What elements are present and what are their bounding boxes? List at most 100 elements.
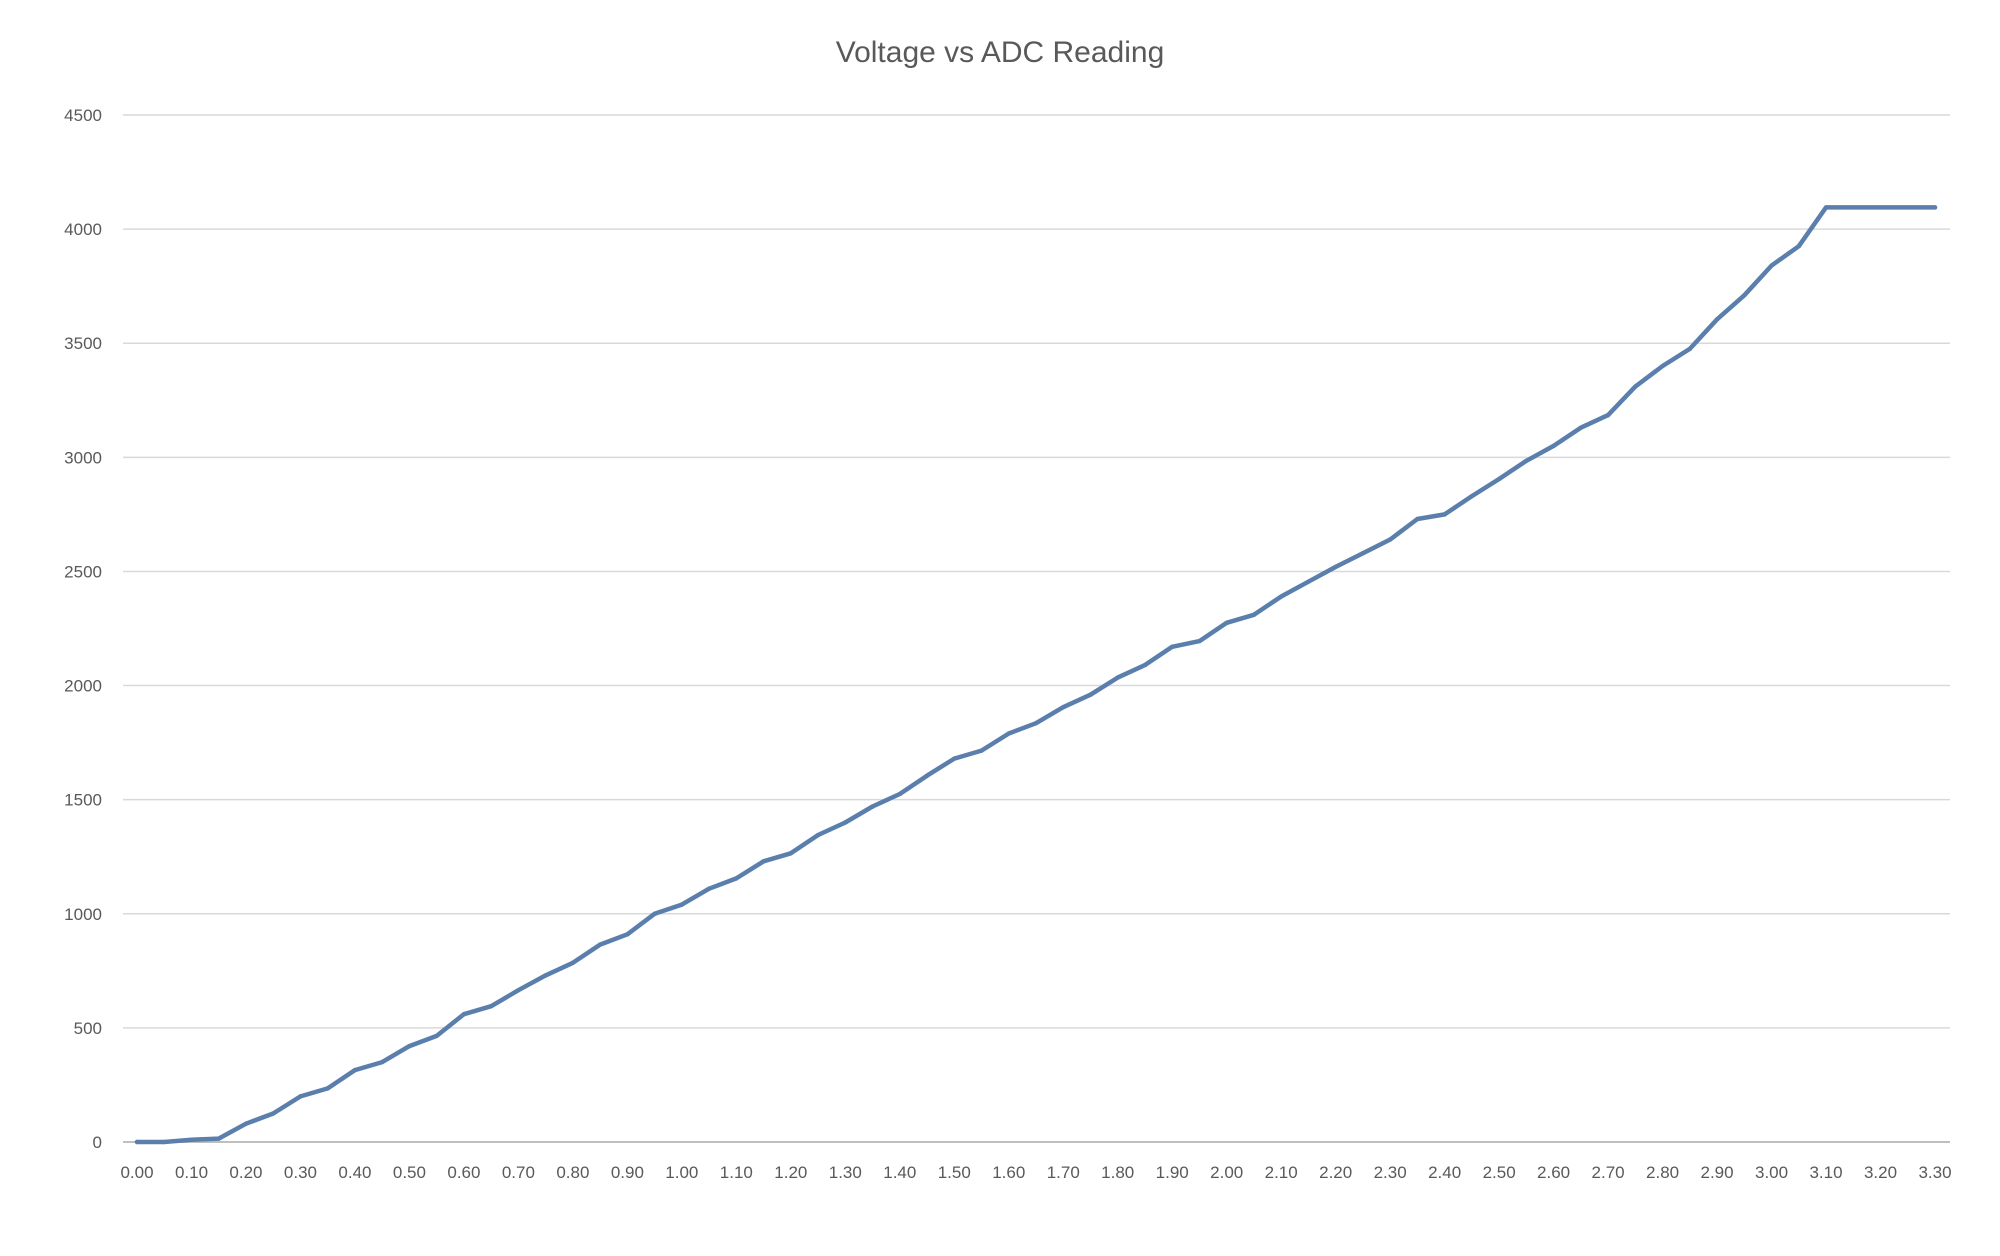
- data-point: [461, 1011, 467, 1017]
- y-tick-label: 0: [93, 1133, 102, 1152]
- x-tick-label: 2.80: [1646, 1163, 1679, 1182]
- y-tick-label: 4500: [64, 106, 102, 125]
- data-point: [1360, 550, 1366, 556]
- y-tick-label: 1000: [64, 905, 102, 924]
- data-point: [706, 886, 712, 891]
- series-line: [134, 205, 1938, 1145]
- x-tick-label: 1.80: [1101, 1163, 1134, 1182]
- y-tick-label: 4000: [64, 220, 102, 239]
- data-point: [1578, 425, 1584, 430]
- data-point: [162, 1139, 167, 1145]
- x-tick-label: 2.70: [1592, 1163, 1625, 1182]
- x-tick-label: 2.30: [1374, 1163, 1407, 1182]
- gridlines: [123, 114, 1950, 1143]
- chart-title: Voltage vs ADC Reading: [835, 36, 1165, 69]
- x-tick-label: 2.00: [1210, 1163, 1243, 1182]
- data-point: [870, 804, 875, 809]
- series-layer: [134, 205, 1938, 1145]
- data-point: [1197, 638, 1202, 644]
- x-tick-label: 1.90: [1156, 1163, 1189, 1182]
- data-point: [1823, 205, 1829, 210]
- data-point: [1687, 346, 1693, 352]
- data-point: [679, 902, 685, 907]
- x-tick-label: 1.40: [883, 1163, 916, 1182]
- data-point: [434, 1033, 439, 1039]
- x-tick-label: 0.70: [502, 1163, 535, 1182]
- data-point: [1714, 317, 1720, 322]
- data-point: [952, 756, 957, 761]
- data-point: [271, 1111, 276, 1116]
- x-tick-label: 3.10: [1809, 1163, 1842, 1182]
- data-point: [843, 820, 848, 825]
- x-tick-label: 2.90: [1701, 1163, 1734, 1182]
- data-point: [516, 988, 521, 993]
- x-tick-label: 0.60: [447, 1163, 480, 1182]
- data-point: [216, 1136, 221, 1141]
- data-point: [134, 1139, 140, 1145]
- data-point: [652, 911, 657, 916]
- data-point: [1524, 458, 1529, 463]
- data-point: [1551, 443, 1556, 449]
- x-tick-label: 2.50: [1483, 1163, 1516, 1182]
- data-point: [407, 1043, 412, 1049]
- y-tick-label: 500: [74, 1019, 102, 1038]
- x-tick-label: 3.30: [1918, 1163, 1951, 1182]
- data-point: [979, 748, 984, 753]
- y-tick-label: 2000: [64, 677, 102, 696]
- data-point: [815, 832, 821, 838]
- data-point: [1033, 721, 1039, 726]
- data-point: [1115, 675, 1120, 680]
- data-point: [1387, 537, 1393, 542]
- data-point: [1088, 692, 1093, 697]
- data-point: [379, 1059, 385, 1065]
- data-point: [1769, 263, 1774, 268]
- x-tick-label: 1.10: [720, 1163, 753, 1182]
- x-tick-label: 1.50: [938, 1163, 971, 1182]
- x-tick-label: 1.30: [829, 1163, 862, 1182]
- x-tick-label: 2.60: [1537, 1163, 1570, 1182]
- data-point: [1006, 731, 1011, 736]
- y-axis-tick-labels: 0 500 1000 1500 2000 2500 3000 3500 4000 4500: [64, 106, 102, 1152]
- x-tick-label: 2.10: [1265, 1163, 1298, 1182]
- data-point: [1278, 594, 1284, 599]
- y-tick-label: 3500: [64, 334, 102, 353]
- data-point: [788, 851, 794, 856]
- data-point: [325, 1086, 330, 1091]
- x-axis-tick-labels: 0.00 0.10 0.20 0.30 0.40 0.50 0.60 0.70 0.80 0.90…: [120, 1163, 1951, 1182]
- data-point: [761, 859, 766, 864]
- x-tick-label: 0.30: [284, 1163, 317, 1182]
- data-point: [1170, 644, 1175, 649]
- data-point: [1306, 579, 1311, 584]
- x-tick-label: 0.10: [175, 1163, 208, 1182]
- data-point: [1878, 205, 1883, 210]
- x-tick-label: 0.90: [611, 1163, 644, 1182]
- data-point: [298, 1094, 303, 1099]
- data-point: [1333, 564, 1338, 570]
- data-point: [352, 1067, 358, 1073]
- data-point: [570, 960, 576, 966]
- x-tick-label: 0.50: [393, 1163, 426, 1182]
- x-tick-label: 3.00: [1755, 1163, 1788, 1182]
- data-point: [1142, 662, 1148, 668]
- y-tick-label: 2500: [64, 562, 102, 581]
- data-point: [1796, 244, 1801, 249]
- data-point: [1633, 384, 1638, 389]
- x-tick-label: 2.40: [1428, 1163, 1461, 1182]
- x-tick-label: 1.20: [774, 1163, 807, 1182]
- data-point: [1660, 363, 1665, 369]
- data-point: [1442, 512, 1447, 517]
- y-tick-label: 3000: [64, 448, 102, 467]
- x-tick-label: 3.20: [1864, 1163, 1897, 1182]
- data-point: [243, 1121, 249, 1126]
- data-point: [625, 932, 630, 937]
- data-point: [1061, 705, 1066, 710]
- data-point: [488, 1004, 494, 1009]
- data-point: [1496, 476, 1502, 482]
- data-point: [597, 942, 603, 947]
- data-point: [1224, 620, 1229, 625]
- x-tick-label: 0.40: [338, 1163, 371, 1182]
- x-tick-label: 1.00: [665, 1163, 698, 1182]
- data-point: [1932, 205, 1938, 210]
